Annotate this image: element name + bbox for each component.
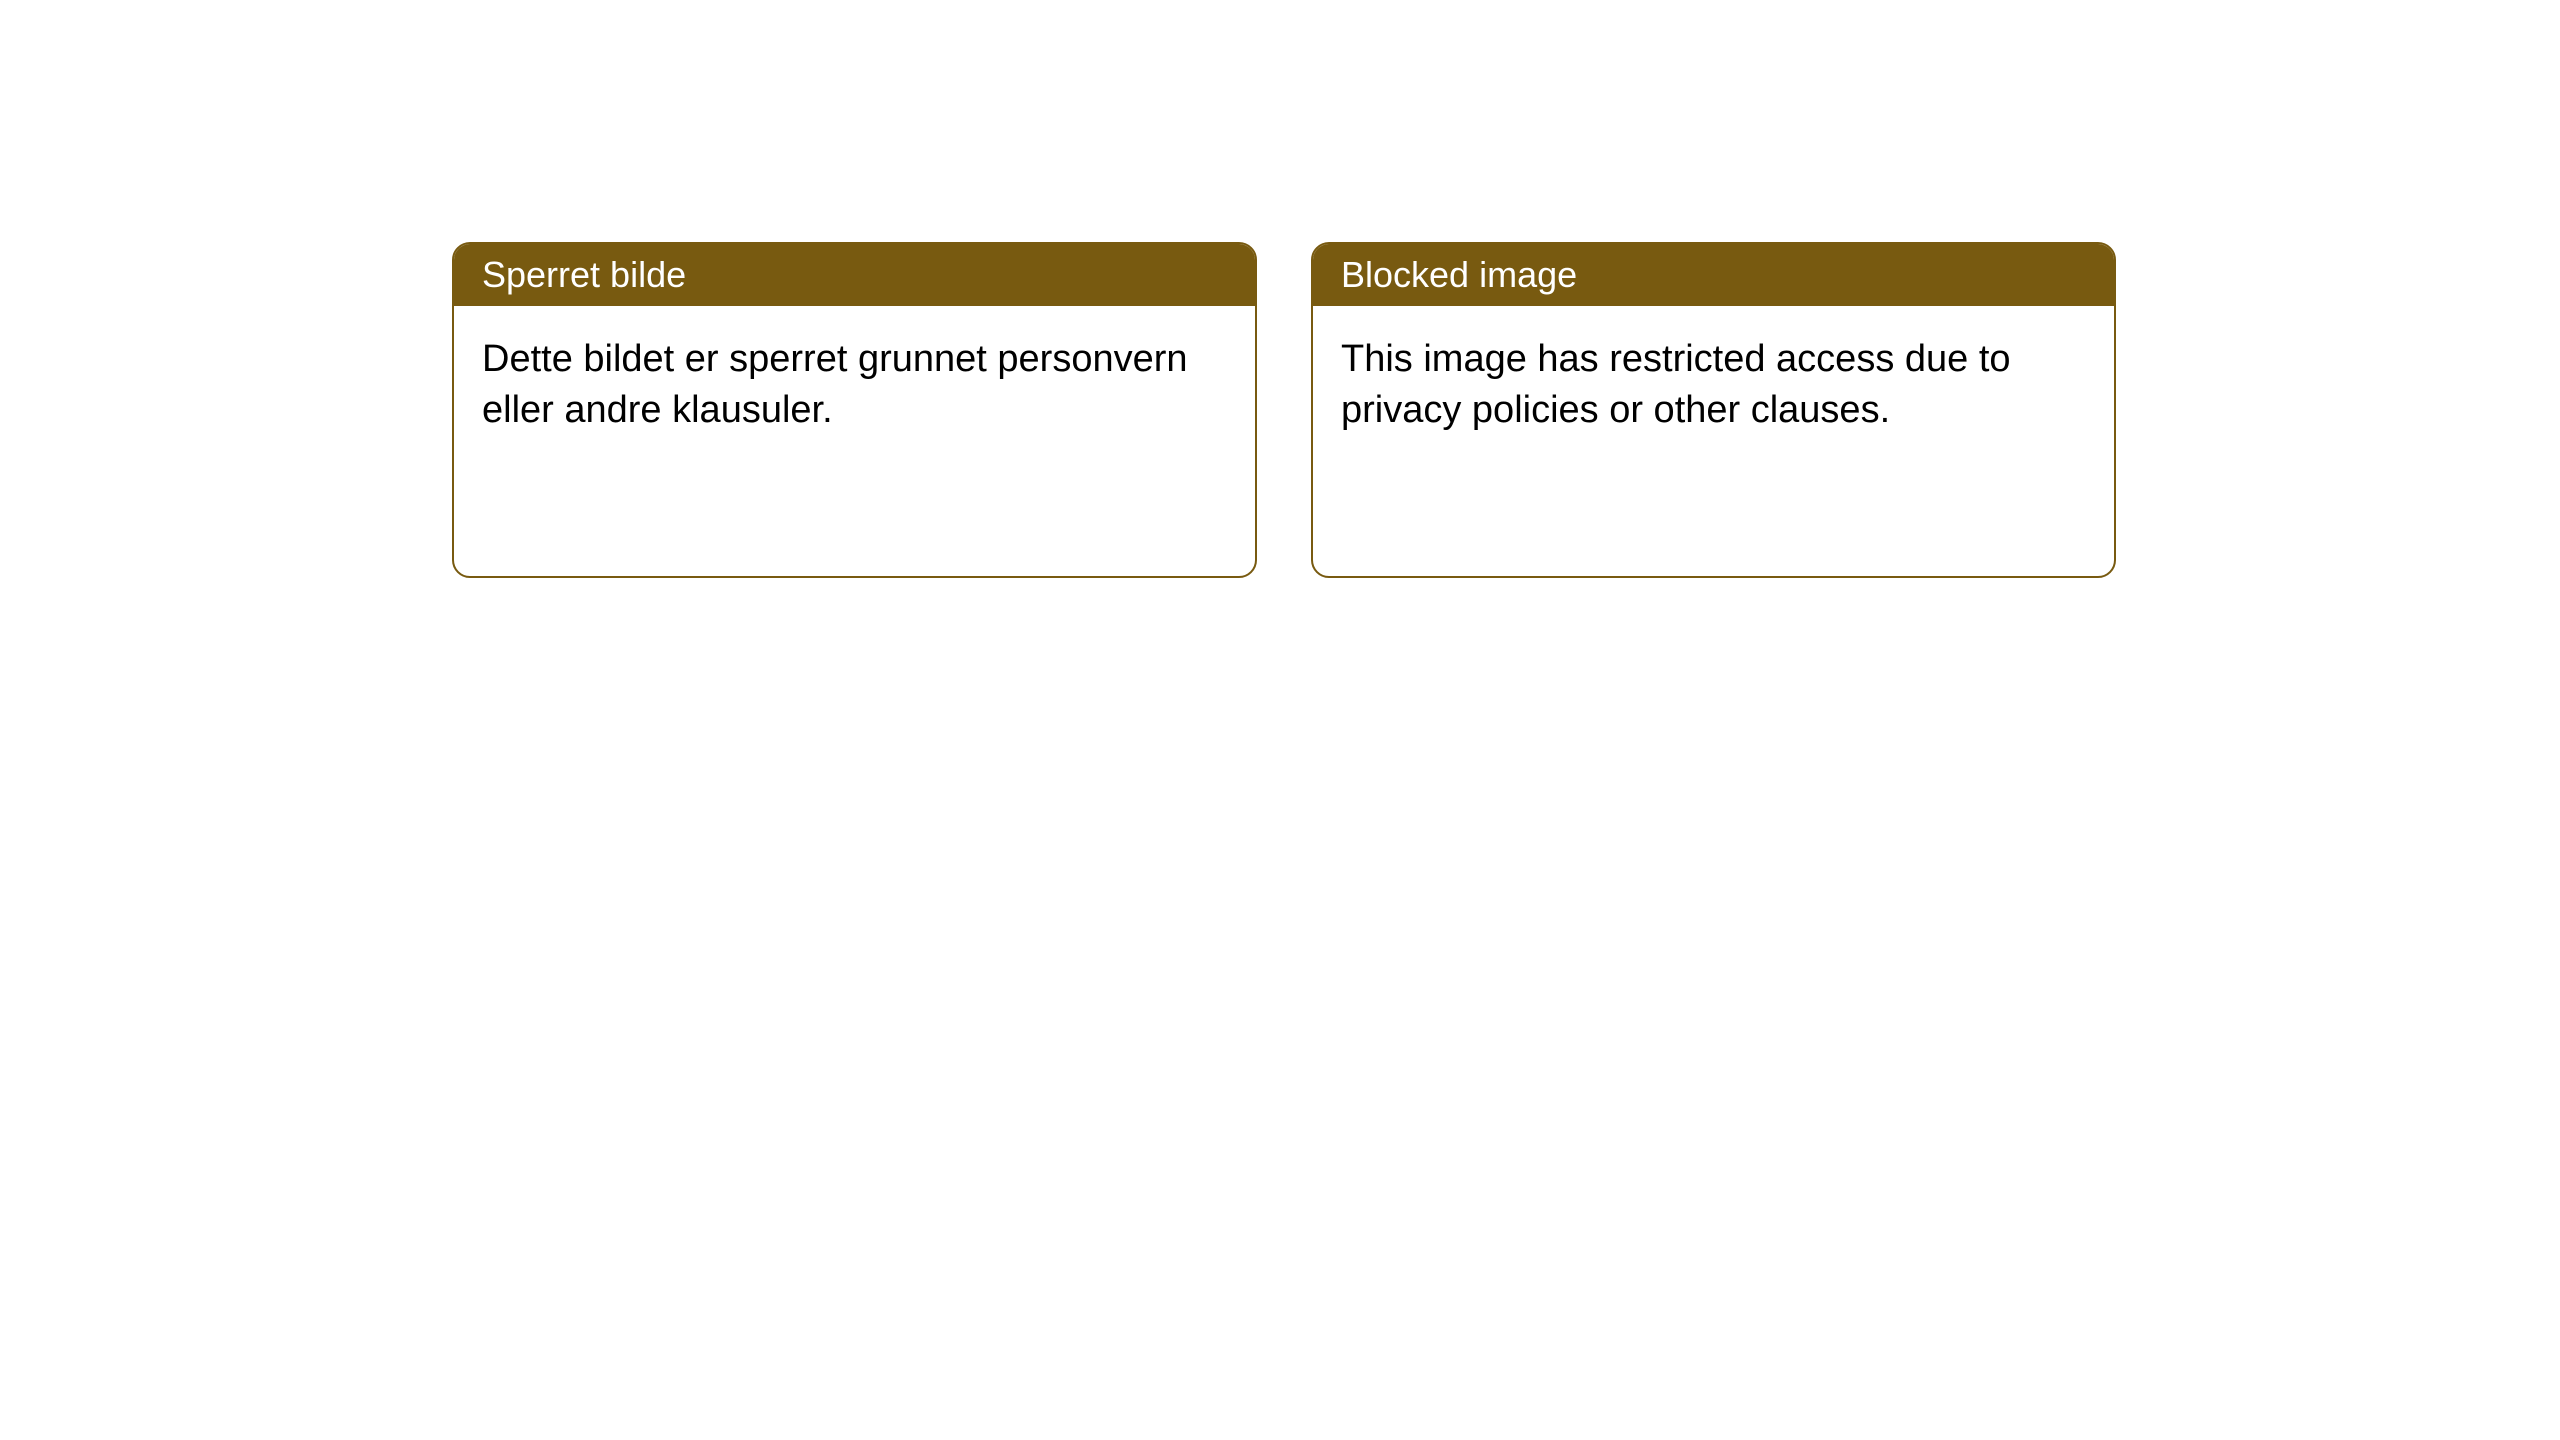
notice-body-norwegian: Dette bildet er sperret grunnet personve… — [454, 306, 1255, 576]
notice-body-english: This image has restricted access due to … — [1313, 306, 2114, 576]
notice-title-norwegian: Sperret bilde — [454, 244, 1255, 306]
notice-card-english: Blocked image This image has restricted … — [1311, 242, 2116, 578]
notice-card-norwegian: Sperret bilde Dette bildet er sperret gr… — [452, 242, 1257, 578]
notice-title-english: Blocked image — [1313, 244, 2114, 306]
notice-cards-container: Sperret bilde Dette bildet er sperret gr… — [0, 0, 2560, 578]
